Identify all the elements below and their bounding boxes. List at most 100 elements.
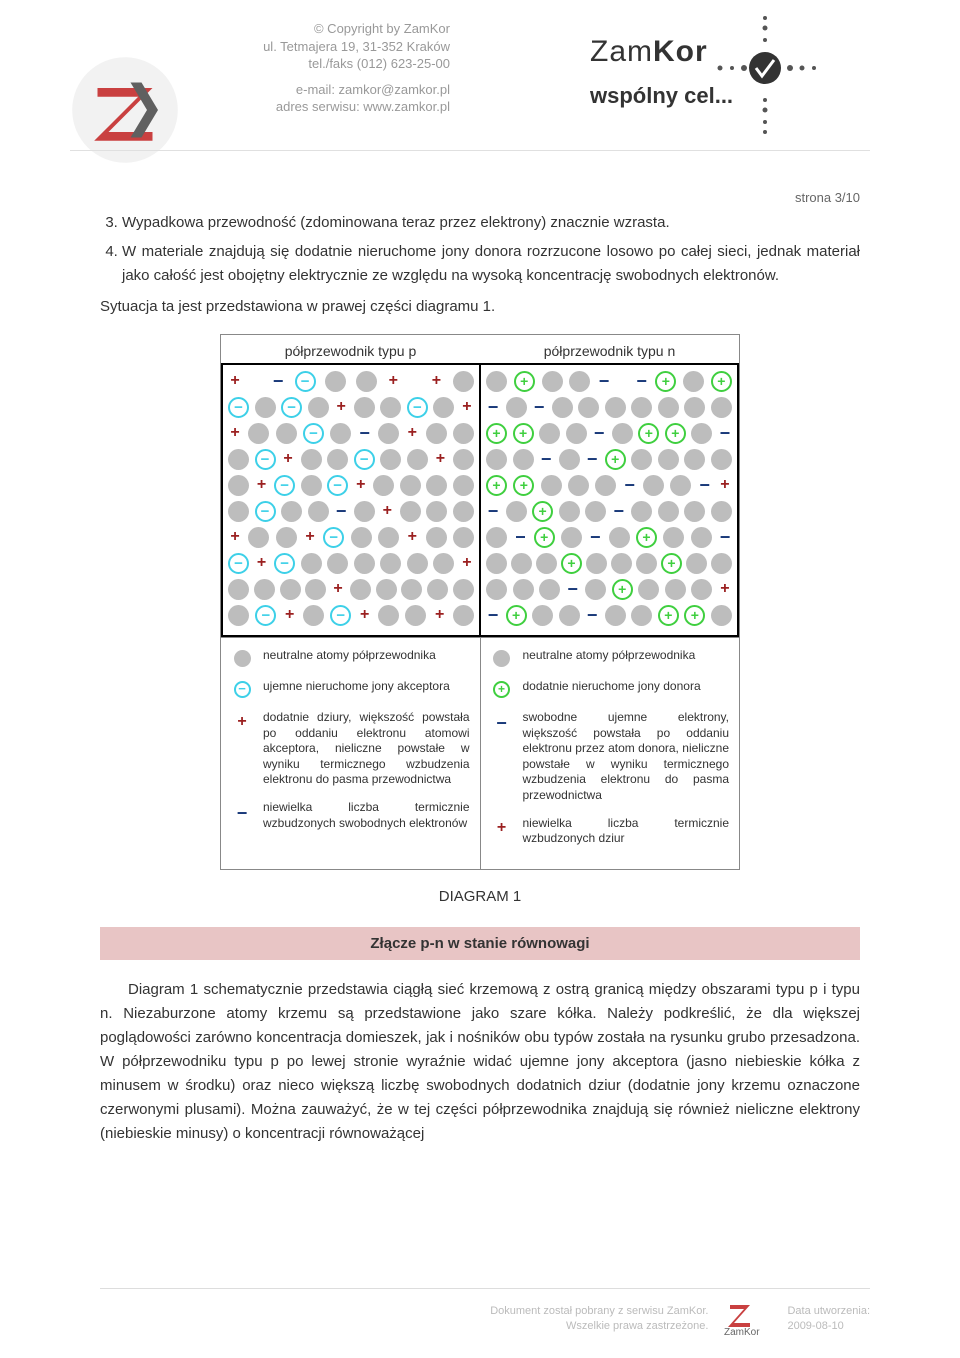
donor-ion-icon: + bbox=[534, 527, 555, 548]
atom-icon bbox=[378, 527, 399, 548]
hole-icon: + bbox=[433, 450, 447, 468]
hole-icon: + bbox=[283, 606, 297, 624]
atom-icon bbox=[354, 397, 375, 418]
numbered-list: Wypadkowa przewodność (zdominowana teraz… bbox=[100, 211, 860, 287]
legend-text: neutralne atomy półprzewodnika bbox=[523, 648, 696, 664]
atom-icon bbox=[691, 527, 712, 548]
atom-icon bbox=[561, 527, 582, 548]
atom-icon bbox=[354, 553, 375, 574]
legend-item: neutralne atomy półprzewodnika bbox=[491, 648, 730, 667]
atom-icon bbox=[228, 449, 249, 470]
electron-icon: − bbox=[271, 371, 285, 392]
atom-icon bbox=[228, 579, 249, 600]
hole-icon: + bbox=[433, 606, 447, 624]
atom-icon bbox=[254, 579, 275, 600]
grid-p-type: +−−++−−+−++−−+−+−++−−+−−+++−+−+−++−+−++ bbox=[221, 363, 481, 637]
acceptor-ion-icon: − bbox=[255, 605, 276, 626]
electron-icon: − bbox=[592, 423, 606, 444]
atom-icon bbox=[453, 449, 474, 470]
atom-icon bbox=[684, 501, 705, 522]
acceptor-ion-icon: − bbox=[330, 605, 351, 626]
electron-icon: − bbox=[718, 423, 732, 444]
legend-icon bbox=[231, 648, 253, 667]
footer-text: Dokument został pobrany z serwisu ZamKor… bbox=[490, 1304, 708, 1333]
atom-icon bbox=[711, 501, 732, 522]
atom-icon bbox=[691, 579, 712, 600]
donor-ion-icon: + bbox=[638, 423, 659, 444]
electron-icon: − bbox=[358, 423, 372, 444]
acceptor-ion-icon: − bbox=[255, 501, 276, 522]
atom-icon bbox=[612, 423, 633, 444]
acceptor-ion-icon: − bbox=[274, 475, 295, 496]
atom-icon bbox=[276, 527, 297, 548]
svg-text:ZamKor: ZamKor bbox=[724, 1327, 760, 1337]
atom-icon bbox=[631, 449, 652, 470]
legend-item: −ujemne nieruchome jony akceptora bbox=[231, 679, 470, 698]
electron-icon: − bbox=[588, 527, 602, 548]
atom-icon bbox=[407, 449, 428, 470]
electron-icon: − bbox=[612, 501, 626, 522]
electron-icon: − bbox=[585, 449, 599, 470]
atom-icon bbox=[228, 501, 249, 522]
atom-icon bbox=[559, 449, 580, 470]
electron-icon: − bbox=[486, 501, 500, 522]
atom-icon bbox=[506, 501, 527, 522]
donor-ion-icon: + bbox=[612, 579, 633, 600]
legend-icon: − bbox=[231, 679, 253, 698]
copyright-line: ul. Tetmajera 19, 31-352 Kraków bbox=[225, 38, 450, 56]
atom-icon bbox=[552, 397, 573, 418]
atom-icon bbox=[228, 475, 249, 496]
atom-icon bbox=[542, 371, 563, 392]
atom-icon bbox=[308, 501, 329, 522]
electron-icon: − bbox=[597, 371, 611, 392]
atom-icon bbox=[559, 501, 580, 522]
electron-icon: − bbox=[334, 501, 348, 522]
atom-icon bbox=[559, 605, 580, 626]
section-paragraph: Diagram 1 schematycznie przedstawia ciąg… bbox=[100, 978, 860, 1146]
acceptor-ion-icon: − bbox=[407, 397, 428, 418]
atom-icon bbox=[658, 397, 679, 418]
acceptor-ion-icon: − bbox=[228, 397, 249, 418]
hole-icon: + bbox=[281, 450, 295, 468]
page-content: strona 3/10 Wypadkowa przewodność (zdomi… bbox=[0, 180, 960, 1146]
hole-icon: + bbox=[255, 554, 269, 572]
atom-icon bbox=[636, 553, 657, 574]
atom-icon bbox=[541, 475, 562, 496]
brand-tagline: wspólny cel... bbox=[590, 83, 870, 109]
diagram-title-left: półprzewodnik typu p bbox=[221, 335, 480, 363]
hole-icon: + bbox=[718, 476, 732, 494]
page-number: strona 3/10 bbox=[100, 190, 860, 205]
legend-text: niewielka liczba termicznie wzbudzonych … bbox=[523, 816, 730, 847]
atom-icon bbox=[486, 371, 507, 392]
legend-left: neutralne atomy półprzewodnika −ujemne ni… bbox=[221, 638, 481, 869]
legend-item: +dodatnie dziury, większość powstała po … bbox=[231, 710, 470, 788]
donor-ion-icon: + bbox=[661, 553, 682, 574]
hole-icon: + bbox=[228, 424, 242, 442]
legend-text: dodatnie nieruchome jony donora bbox=[523, 679, 701, 695]
donor-ion-icon: + bbox=[514, 371, 535, 392]
atom-icon bbox=[486, 527, 507, 548]
atom-icon bbox=[325, 371, 346, 392]
atom-icon bbox=[643, 475, 664, 496]
legend-text: neutralne atomy półprzewodnika bbox=[263, 648, 436, 664]
atom-icon bbox=[665, 579, 686, 600]
hole-icon: + bbox=[303, 528, 317, 546]
atom-icon bbox=[281, 501, 302, 522]
electron-icon: − bbox=[635, 371, 649, 392]
hole-icon: + bbox=[334, 398, 348, 416]
atom-icon bbox=[308, 397, 329, 418]
body-paragraph: Sytuacja ta jest przedstawiona w prawej … bbox=[100, 295, 860, 318]
hole-icon: + bbox=[354, 476, 368, 494]
atom-icon bbox=[513, 449, 534, 470]
atom-icon bbox=[711, 553, 732, 574]
hole-icon: + bbox=[331, 580, 345, 598]
atom-icon bbox=[427, 579, 448, 600]
donor-ion-icon: + bbox=[513, 423, 534, 444]
atom-icon bbox=[376, 579, 397, 600]
donor-ion-icon: + bbox=[655, 371, 676, 392]
atom-icon bbox=[276, 423, 297, 444]
atom-icon bbox=[486, 449, 507, 470]
list-item: W materiale znajdują się dodatnie nieruc… bbox=[122, 240, 860, 287]
atom-icon bbox=[585, 501, 606, 522]
atom-icon bbox=[380, 449, 401, 470]
